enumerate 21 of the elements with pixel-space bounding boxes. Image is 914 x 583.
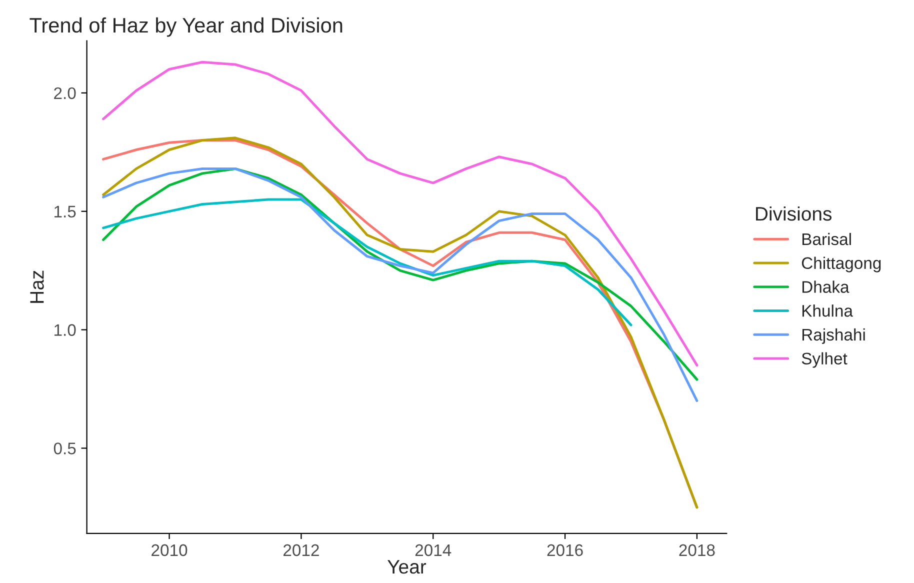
legend-label: Dhaka: [802, 280, 850, 293]
legend-label: Khulna: [802, 304, 853, 317]
legend-label: Barisal: [802, 232, 851, 246]
y-tick-label: 2.0: [54, 87, 76, 100]
legend-label: Sylhet: [802, 352, 848, 368]
x-tick-label: 2012: [284, 544, 319, 556]
x-tick-label: 2016: [547, 544, 583, 556]
y-tick-label: 1.5: [54, 206, 76, 218]
chart-title: Trend of Haz by Year and Division: [30, 17, 342, 37]
x-tick-label: 2014: [415, 544, 452, 556]
y-tick-label: 1.0: [54, 324, 76, 336]
legend-label: Rajshahi: [802, 328, 865, 344]
legend-label: Chittagong: [802, 256, 881, 272]
x-axis-title: Year: [388, 560, 426, 574]
x-tick-label: 2010: [152, 544, 188, 556]
line-series: [102, 198, 632, 326]
x-tick-label: 2018: [679, 544, 715, 556]
y-axis-title: Haz: [30, 270, 44, 303]
y-tick-label: 0.5: [54, 442, 76, 454]
line-series: [102, 60, 698, 367]
legend-title: Divisions: [756, 206, 832, 221]
